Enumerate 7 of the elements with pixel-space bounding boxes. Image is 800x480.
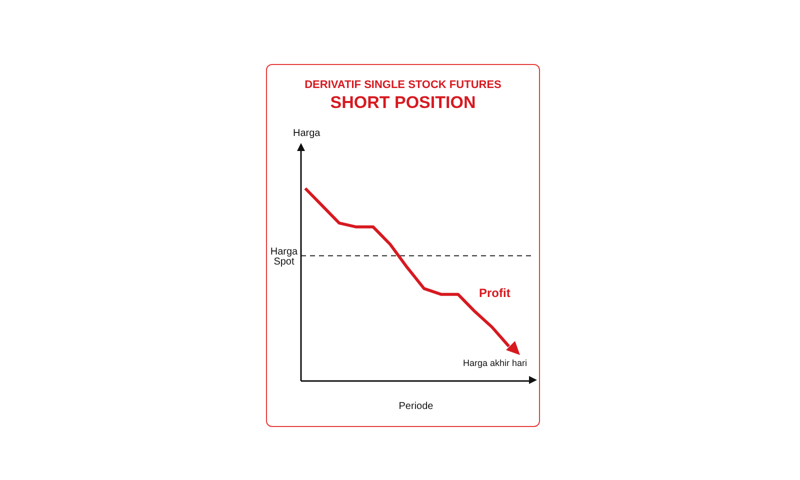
annotation: Harga akhir hari [463, 358, 528, 368]
y-axis-title: Harga [293, 128, 320, 139]
chart-title: DERIVATIF SINGLE STOCK FUTURES [304, 79, 502, 91]
ref-line-label: Harga Spot [270, 246, 298, 268]
x-axis-title: Periode [398, 401, 434, 412]
annotation: Profit [479, 286, 510, 300]
chart-subtitle: SHORT POSITION [329, 93, 477, 113]
